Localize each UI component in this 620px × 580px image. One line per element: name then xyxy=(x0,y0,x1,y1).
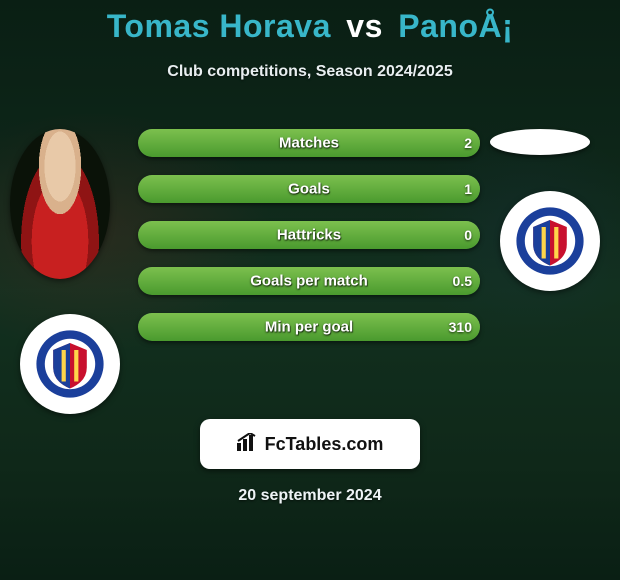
stat-label: Goals xyxy=(288,181,330,198)
vs-label: vs xyxy=(346,8,383,44)
stat-label: Goals per match xyxy=(250,273,368,290)
stat-label: Matches xyxy=(279,135,339,152)
stat-row-goals: Goals 1 xyxy=(138,175,480,203)
subtitle: Club competitions, Season 2024/2025 xyxy=(0,63,620,81)
stat-row-min-per-goal: Min per goal 310 xyxy=(138,313,480,341)
stat-value-left: 2 xyxy=(464,135,472,151)
player1-club-crest xyxy=(20,314,120,414)
stat-label: Min per goal xyxy=(265,319,353,336)
stat-label: Hattricks xyxy=(277,227,341,244)
stat-value-left: 1 xyxy=(464,181,472,197)
stat-value-left: 310 xyxy=(449,319,472,335)
stat-row-goals-per-match: Goals per match 0.5 xyxy=(138,267,480,295)
player2-name: PanoÅ¡ xyxy=(398,8,513,44)
shield-icon xyxy=(35,329,105,399)
stat-rows: Matches 2 Goals 1 Hattricks 0 Goals per … xyxy=(138,129,480,359)
page-title: Tomas Horava vs PanoÅ¡ xyxy=(0,0,620,45)
stat-row-matches: Matches 2 xyxy=(138,129,480,157)
stats-area: Matches 2 Goals 1 Hattricks 0 Goals per … xyxy=(0,119,620,379)
player1-portrait xyxy=(10,129,110,279)
chart-bars-icon xyxy=(237,433,259,456)
player2-club-crest xyxy=(500,191,600,291)
player1-name: Tomas Horava xyxy=(107,8,331,44)
comparison-card: Tomas Horava vs PanoÅ¡ Club competitions… xyxy=(0,0,620,580)
stat-row-hattricks: Hattricks 0 xyxy=(138,221,480,249)
player2-portrait-placeholder xyxy=(490,129,590,155)
stat-value-left: 0 xyxy=(464,227,472,243)
watermark-text: FcTables.com xyxy=(265,434,384,455)
stat-value-left: 0.5 xyxy=(453,273,472,289)
footer-date: 20 september 2024 xyxy=(0,487,620,505)
source-watermark: FcTables.com xyxy=(200,419,420,469)
shield-icon xyxy=(515,206,585,276)
